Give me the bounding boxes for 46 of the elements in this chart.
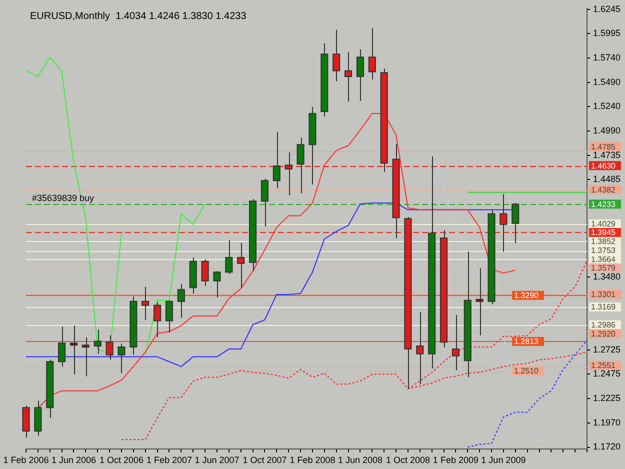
x-tick-label: 1 Feb 2009 <box>432 455 478 466</box>
x-tick-label: 1 Oct 2006 <box>99 455 144 466</box>
ref-line-label: 1.3169 <box>591 302 616 312</box>
x-tick-label: 1 Jun 2007 <box>194 455 240 466</box>
ref-line-label: 1.4029 <box>591 220 616 229</box>
ref-line-label: 1.2920 <box>591 329 616 338</box>
y-tick-label: 1.4485 <box>593 174 621 184</box>
x-tick-label: 1 Jun 2006 <box>51 455 96 466</box>
x-tick-label: 1 Oct 2007 <box>242 455 287 466</box>
ref-line-label: 1.3945 <box>591 228 616 238</box>
ref-line-label: 1.3290 <box>514 291 540 300</box>
ref-line-label: 1.4233 <box>591 200 616 209</box>
y-tick-label: 1.1720 <box>593 442 621 452</box>
y-tick-label: 1.5740 <box>593 52 621 63</box>
y-tick-label: 1.6245 <box>593 4 621 14</box>
y-tick-label: 1.4990 <box>593 125 621 136</box>
ref-line-label: 1.2813 <box>514 337 540 346</box>
ref-line-label: 1.2510 <box>514 366 540 376</box>
y-tick-label: 1.5490 <box>593 76 621 87</box>
ref-line-label: 1.3664 <box>591 254 616 264</box>
line-series <box>467 340 588 448</box>
ref-line-label: 1.3579 <box>591 264 616 273</box>
x-tick-label: 1 Feb 2006 <box>3 455 49 466</box>
y-tick-label: 1.5240 <box>593 101 621 112</box>
y-tick-label: 1.3480 <box>593 271 621 282</box>
chart-title: EURUSD,Monthly 1.4034 1.4246 1.3830 1.4233 <box>30 11 247 22</box>
ref-line-label: 1.2551 <box>591 361 616 370</box>
ref-line-label: 1.4785 <box>591 142 616 152</box>
ref-line-label: 1.3852 <box>591 237 616 246</box>
ref-line-label: 1.3301 <box>591 290 616 299</box>
y-tick-label: 1.1970 <box>593 418 621 428</box>
ref-line-label: 1.4382 <box>591 185 616 194</box>
annotation: #35639839 buy <box>32 193 95 204</box>
x-tick-label: 1 Feb 2008 <box>290 455 336 466</box>
ref-line-label: 1.4630 <box>591 161 616 170</box>
x-tick-label: 1 Jun 2009 <box>481 455 526 466</box>
ref-line-label: 1.2986 <box>591 320 616 330</box>
ref-line-label: 1.3753 <box>591 246 616 256</box>
y-tick-label: 1.2225 <box>593 392 621 403</box>
y-tick-label: 1.5995 <box>593 28 621 38</box>
x-tick-label: 1 Feb 2007 <box>146 455 192 466</box>
y-tick-label: 1.2475 <box>593 368 621 379</box>
y-tick-label: 1.4735 <box>593 150 621 160</box>
x-tick-label: 1 Oct 2008 <box>386 455 430 466</box>
y-tick-label: 1.2725 <box>593 344 621 354</box>
x-tick-label: 1 Jun 2008 <box>338 455 382 466</box>
